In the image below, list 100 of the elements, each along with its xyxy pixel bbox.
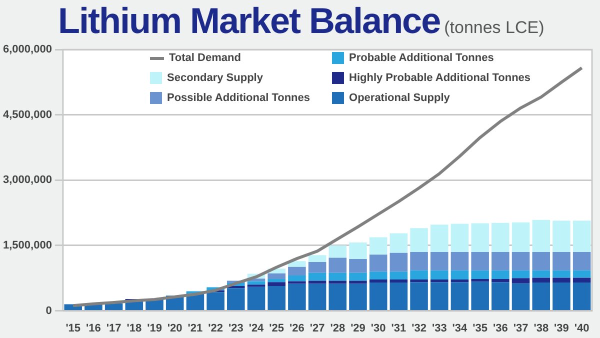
bar [492,282,510,310]
bar [349,284,367,310]
bar [532,278,550,283]
y-tick-label: 0 [46,304,52,317]
bar [288,261,306,267]
bar [349,272,367,281]
x-tick-label: '39 [554,322,569,334]
x-tick-label: '31 [391,322,406,334]
bar [349,280,367,284]
bar [328,272,347,281]
bar [471,279,489,282]
bar [308,262,326,273]
bar [512,222,530,252]
legend-label: Total Demand [169,52,241,64]
chart-subtitle: (tonnes LCE) [444,18,544,37]
bar [369,237,388,255]
x-tick-label: '15 [66,322,81,334]
x-tick-label: '24 [248,322,265,334]
x-tick-label: '26 [290,322,304,334]
bar [288,276,306,282]
x-tick-label: '23 [228,322,244,334]
x-tick-label: '19 [147,322,162,334]
bar [349,258,367,273]
bar [369,254,388,272]
x-tick-label: '18 [126,322,142,334]
bar [532,252,550,270]
bar [390,279,408,283]
bar [552,252,570,270]
bar [512,283,530,310]
x-tick-label: '34 [452,322,468,334]
x-tick-label: '30 [370,322,386,334]
bar [206,292,224,310]
x-tick-label: '40 [574,322,590,334]
bar [410,252,428,270]
bar [450,279,469,282]
x-tick-label: '22 [208,322,223,334]
bar [512,270,530,278]
bar [552,278,570,283]
bar [247,281,266,285]
bar [572,270,591,278]
bar [410,279,428,282]
bar [288,266,306,276]
bar [410,270,428,280]
bar [247,286,266,310]
legend-label: Secondary Supply [167,72,263,84]
bar [268,282,286,286]
bar [552,282,570,310]
bar [552,220,570,252]
bar [430,224,448,252]
bar [450,252,469,270]
bar [430,282,448,310]
x-tick-label: '37 [513,322,528,334]
bar [532,270,550,278]
y-tick-label: 3,000,000 [3,174,52,186]
bar [410,282,428,310]
bar [572,220,591,252]
bar [390,272,408,280]
bar [492,279,510,282]
legend-label: Probable Additional Tonnes [349,52,494,64]
bar [471,223,489,252]
y-tick-label: 6,000,000 [3,44,52,56]
bar [328,258,347,273]
x-tick-label: '32 [412,322,426,334]
bar [268,286,286,310]
bar [512,278,530,284]
bar [308,280,326,284]
bar [492,270,510,280]
x-tick-label: '29 [350,322,366,334]
bar [572,278,591,283]
x-tick-label: '17 [106,322,122,334]
bar [492,222,510,252]
bar [227,288,245,310]
bar [369,279,388,283]
bar [552,270,570,278]
y-tick-label: 4,500,000 [3,108,52,121]
x-tick-label: '27 [310,322,325,334]
bar [328,280,347,284]
bar [390,233,408,253]
bar [450,224,469,252]
x-tick-label: '21 [188,322,203,334]
bar [450,270,469,280]
bar [146,300,164,310]
bar [532,282,550,310]
x-tick-label: '25 [269,322,284,334]
bar [572,282,591,310]
bar [328,246,347,258]
bar [471,282,489,310]
y-tick-label: 1,500,000 [3,240,52,252]
bar [328,284,347,310]
bar [512,252,530,270]
bar [268,279,286,282]
bar [288,281,306,284]
x-tick-label: '35 [472,322,488,334]
bar [410,228,428,252]
x-tick-label: '20 [167,322,182,334]
legend-label: Possible Additional Tonnes [167,92,310,104]
bar [450,282,469,310]
bar [369,282,388,310]
bar [492,252,510,270]
bar [288,284,306,310]
